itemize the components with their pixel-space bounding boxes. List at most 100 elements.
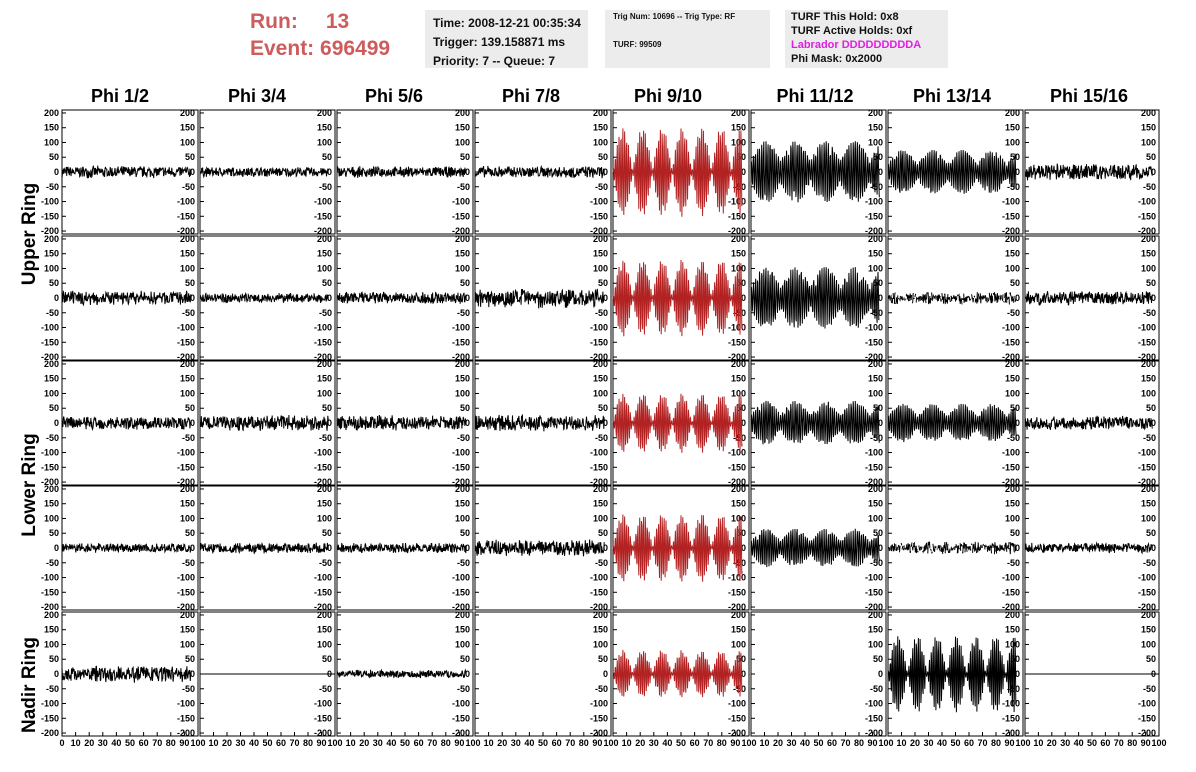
y-tick-label: 50 — [598, 528, 608, 538]
x-tick-label: 60 — [690, 738, 700, 748]
y-tick-label: -200 — [177, 728, 195, 738]
y-tick-label: 150 — [44, 249, 59, 259]
waveform-trace — [750, 141, 880, 203]
y-tick-label: 200 — [731, 610, 746, 620]
y-tick-label: 100 — [317, 639, 332, 649]
y-tick-label: 150 — [593, 625, 608, 635]
y-tick-label: 0 — [1151, 543, 1156, 553]
y-tick-label: -50 — [182, 433, 195, 443]
y-tick-label: 200 — [44, 234, 59, 244]
y-tick-label: -200 — [865, 728, 883, 738]
y-tick-label: 150 — [180, 625, 195, 635]
column-label-phi-3-4: Phi 3/4 — [227, 86, 287, 106]
y-tick-label: 100 — [180, 137, 195, 147]
y-tick-label: -200 — [728, 728, 746, 738]
y-tick-label: 100 — [868, 639, 883, 649]
y-tick-label: -100 — [728, 573, 746, 583]
y-tick-label: 200 — [1005, 108, 1020, 118]
x-tick-label: 70 — [152, 738, 162, 748]
y-tick-label: -200 — [1138, 728, 1156, 738]
y-tick-label: 50 — [49, 403, 59, 413]
y-tick-label: -50 — [182, 558, 195, 568]
x-tick-label: 20 — [635, 738, 645, 748]
y-tick-label: -200 — [1138, 352, 1156, 362]
y-tick-label: 100 — [1005, 639, 1020, 649]
y-tick-label: 0 — [1015, 167, 1020, 177]
x-tick-label: 70 — [1114, 738, 1124, 748]
y-tick-label: -200 — [41, 728, 59, 738]
y-tick-label: 150 — [455, 625, 470, 635]
y-tick-label: -100 — [865, 573, 883, 583]
y-tick-label: -100 — [177, 323, 195, 333]
y-tick-label: 100 — [44, 639, 59, 649]
y-tick-label: -100 — [590, 323, 608, 333]
y-tick-label: 50 — [1146, 528, 1156, 538]
y-tick-label: 50 — [185, 152, 195, 162]
y-tick-label: -150 — [177, 587, 195, 597]
y-tick-label: -200 — [452, 352, 470, 362]
y-tick-label: 50 — [598, 152, 608, 162]
y-tick-label: -200 — [728, 352, 746, 362]
y-tick-label: 200 — [455, 610, 470, 620]
y-tick-label: 50 — [1010, 528, 1020, 538]
x-tick-label: 10 — [896, 738, 906, 748]
x-tick-label: 80 — [1127, 738, 1137, 748]
x-tick-label: 10 — [346, 738, 356, 748]
y-tick-label: -100 — [1002, 197, 1020, 207]
x-tick-label: 40 — [937, 738, 947, 748]
y-tick-label: -150 — [865, 337, 883, 347]
y-tick-label: -150 — [177, 713, 195, 723]
y-tick-label: -100 — [452, 197, 470, 207]
y-tick-label: -150 — [728, 587, 746, 597]
y-tick-label: 200 — [455, 484, 470, 494]
y-tick-label: -150 — [590, 211, 608, 221]
y-tick-label: -200 — [177, 477, 195, 487]
y-tick-label: -200 — [177, 226, 195, 236]
x-tick-label: 20 — [84, 738, 94, 748]
waveform-trace — [199, 291, 329, 304]
x-tick-label: 70 — [289, 738, 299, 748]
y-tick-label: 150 — [593, 123, 608, 133]
y-tick-label: -150 — [865, 462, 883, 472]
x-tick-label: 40 — [249, 738, 259, 748]
x-tick-label: 100 — [603, 738, 618, 748]
y-tick-label: -50 — [457, 558, 470, 568]
turf-text: TURF: 99509 — [613, 40, 662, 49]
y-tick-label: -150 — [728, 211, 746, 221]
turf-info-box: TURF This Hold: 0x8 TURF Active Holds: 0… — [785, 10, 948, 68]
y-tick-label: -200 — [865, 226, 883, 236]
y-tick-label: 0 — [465, 543, 470, 553]
y-tick-label: 0 — [741, 167, 746, 177]
y-tick-label: -50 — [595, 684, 608, 694]
y-tick-label: 150 — [455, 249, 470, 259]
time-text: Time: 2008-12-21 00:35:34 — [433, 16, 581, 30]
y-tick-label: 150 — [180, 123, 195, 133]
y-tick-label: -200 — [590, 602, 608, 612]
y-tick-label: 50 — [460, 528, 470, 538]
y-tick-label: -100 — [865, 699, 883, 709]
x-tick-label: 30 — [1060, 738, 1070, 748]
y-tick-label: -100 — [865, 448, 883, 458]
y-tick-label: 200 — [317, 234, 332, 244]
waveform-trace — [336, 165, 467, 178]
x-tick-label: 30 — [923, 738, 933, 748]
x-tick-label: 90 — [179, 738, 189, 748]
x-tick-label: 100 — [1151, 738, 1166, 748]
y-tick-label: 100 — [455, 263, 470, 273]
x-tick-label: 60 — [276, 738, 286, 748]
y-tick-label: -150 — [728, 337, 746, 347]
y-tick-label: -100 — [590, 699, 608, 709]
y-tick-label: -100 — [865, 197, 883, 207]
x-tick-label: 80 — [854, 738, 864, 748]
y-tick-label: -150 — [314, 462, 332, 472]
y-tick-label: 200 — [731, 234, 746, 244]
x-tick-label: 30 — [373, 738, 383, 748]
y-tick-label: 150 — [1005, 625, 1020, 635]
y-tick-label: -100 — [1138, 573, 1156, 583]
y-tick-label: -200 — [590, 226, 608, 236]
x-tick-label: 20 — [910, 738, 920, 748]
waveform-trace — [750, 528, 880, 568]
y-tick-label: -50 — [319, 433, 332, 443]
y-tick-label: 200 — [868, 108, 883, 118]
